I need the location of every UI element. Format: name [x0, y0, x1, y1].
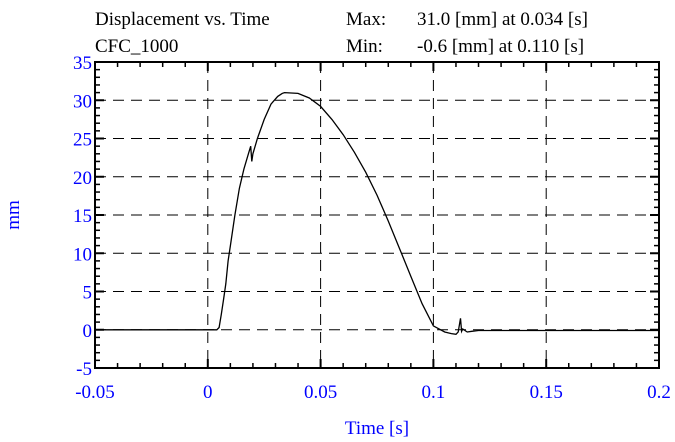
displacement-series-line	[95, 91, 659, 335]
max-label: Max:	[346, 9, 386, 30]
x-axis-label: Time [s]	[345, 418, 409, 439]
x-tick-label: -0.05	[75, 382, 115, 403]
y-tick-label: 25	[73, 130, 92, 151]
max-value: 31.0 [mm] at 0.034 [s]	[417, 9, 588, 30]
x-tick-label: 0.2	[647, 382, 671, 403]
y-tick-label: 30	[73, 91, 92, 112]
chart-header: Displacement vs. Time CFC_1000 Max: 31.0…	[95, 9, 588, 57]
axis-ticks	[94, 61, 660, 369]
x-tick-label: 0	[203, 382, 213, 403]
y-tick-labels: -5 0 5 10 15 20 25 30 35	[73, 53, 92, 380]
y-tick-label: 5	[83, 283, 93, 304]
y-tick-label: 15	[73, 206, 92, 227]
x-tick-label: 0.1	[422, 382, 446, 403]
y-tick-label: 20	[73, 168, 92, 189]
x-tick-labels: -0.05 0 0.05 0.1 0.15 0.2	[75, 382, 671, 403]
y-tick-label: -5	[76, 359, 92, 380]
y-axis-label: mm	[3, 200, 24, 230]
grid	[95, 62, 659, 368]
min-value: -0.6 [mm] at 0.110 [s]	[417, 36, 584, 57]
x-tick-label: 0.05	[304, 382, 337, 403]
filter-label: CFC_1000	[95, 36, 178, 57]
plot-series	[95, 91, 659, 335]
y-tick-label: 0	[83, 321, 93, 342]
y-tick-label: 10	[73, 244, 92, 265]
x-tick-label: 0.15	[530, 382, 563, 403]
min-label: Min:	[346, 36, 383, 57]
y-tick-label: 35	[73, 53, 92, 74]
plot-frame	[94, 61, 660, 369]
chart-title: Displacement vs. Time	[95, 9, 270, 30]
